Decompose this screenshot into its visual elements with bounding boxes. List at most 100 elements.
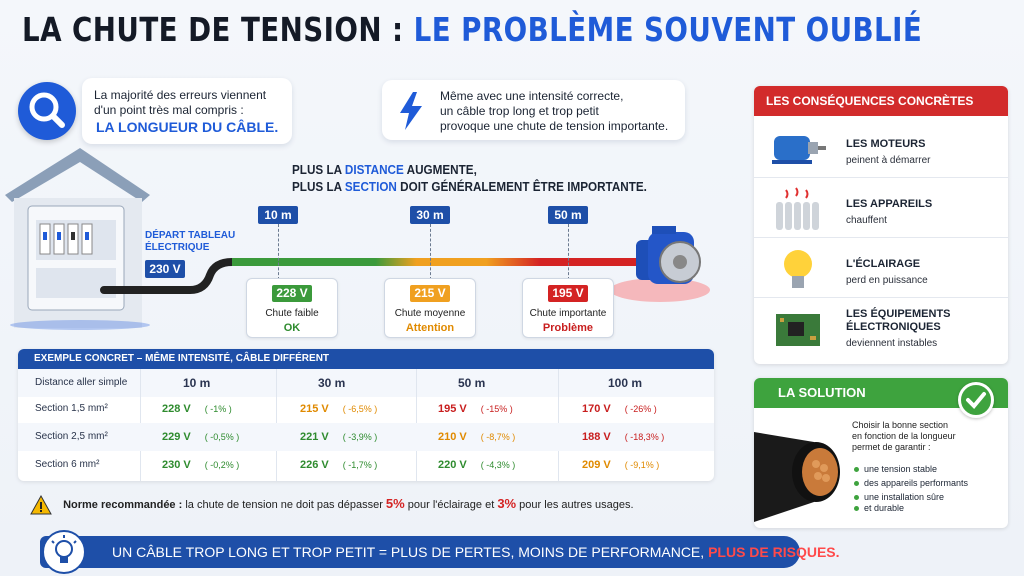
warning-line3: provoque une chute de tension importante… xyxy=(440,119,669,133)
measure-box-50m: 195 V Chute importante Problème xyxy=(522,278,614,338)
cell-pct: ( -26% ) xyxy=(624,404,657,414)
table-row: Section 6 mm² 230 V ( -0,2% ) 226 V ( -1,7… xyxy=(18,451,714,479)
source-voltage-tag: 230 V xyxy=(145,260,185,278)
cell-value: 209 V xyxy=(582,459,611,471)
consequence-title: LES APPAREILS xyxy=(846,198,933,210)
distance-statement: PLUS LA DISTANCE AUGMENTE, PLUS LA SECTI… xyxy=(292,161,647,195)
cell-value: 221 V xyxy=(300,431,329,443)
cell-pct: ( -15% ) xyxy=(480,404,513,414)
table-cell: 170 V ( -26% ) xyxy=(582,403,657,415)
col-header: 10 m xyxy=(183,376,211,390)
cell-pct: ( -4,3% ) xyxy=(480,460,516,470)
consequence-sub: deviennent instables xyxy=(846,338,938,349)
consequence-item: L'ÉCLAIRAGE perd en puissance xyxy=(754,240,1008,298)
measure-box-30m: 215 V Chute moyenne Attention xyxy=(384,278,476,338)
col-header: 100 m xyxy=(608,376,643,390)
warning-line1: Même avec une intensité correcte, xyxy=(440,89,624,103)
consequences-panel: LES CONSÉQUENCES CONCRÈTES LES MOTEURS pe… xyxy=(754,86,1008,364)
solution-bullet: une tension stable xyxy=(854,464,968,475)
table-header: EXEMPLE CONCRET – MÊME INTENSITÉ, CÂBLE … xyxy=(18,349,714,369)
cell-value: 188 V xyxy=(582,431,611,443)
distance-tag-30m: 30 m xyxy=(410,206,450,224)
table-cell: 195 V ( -15% ) xyxy=(438,403,513,415)
table-cell: 209 V ( -9,1% ) xyxy=(582,459,659,471)
cell-pct: ( -8,7% ) xyxy=(480,432,516,442)
cell-pct: ( -1% ) xyxy=(204,404,232,414)
cell-value: 228 V xyxy=(162,403,191,415)
distance-l2a: PLUS LA xyxy=(292,179,345,194)
title-part2: LE PROBLÈME SOUVENT OUBLIÉ xyxy=(413,10,923,49)
table-cell: 221 V ( -3,9% ) xyxy=(300,431,377,443)
norme-text3: pour les autres usages. xyxy=(516,498,634,511)
solution-line2: en fonction de la longueur xyxy=(852,431,956,441)
measure-voltage: 228 V xyxy=(272,285,312,302)
norme-val1: 5% xyxy=(385,495,405,511)
source-label-line2: ÉLECTRIQUE xyxy=(145,242,210,253)
source-label-line1: DÉPART TABLEAU xyxy=(145,230,236,241)
magnifier-icon xyxy=(18,82,76,140)
example-table: EXEMPLE CONCRET – MÊME INTENSITÉ, CÂBLE … xyxy=(18,349,714,481)
norme-text1: la chute de tension ne doit pas dépasser xyxy=(182,498,386,511)
table-row: Section 1,5 mm² 228 V ( -1% ) 215 V ( -6,5… xyxy=(18,395,714,423)
house-panel-illustration xyxy=(5,148,150,330)
intro-card: La majorité des erreurs viennent d'un po… xyxy=(82,78,292,144)
measure-status: Problème xyxy=(542,322,594,334)
row-label: Section 2,5 mm² xyxy=(35,431,108,442)
cable-illustration xyxy=(100,226,710,302)
lightbulb-icon xyxy=(42,530,86,574)
col-header: 50 m xyxy=(458,376,486,390)
consequence-title: L'ÉCLAIRAGE xyxy=(846,258,921,270)
cell-value: 170 V xyxy=(582,403,611,415)
marker-line xyxy=(278,224,279,280)
cell-value: 215 V xyxy=(300,403,329,415)
intro-line2: d'un point très mal compris : xyxy=(94,103,244,117)
row-label: Section 1,5 mm² xyxy=(35,403,108,414)
table-row: Section 2,5 mm² 229 V ( -0,5% ) 221 V ( -3… xyxy=(18,423,714,451)
measure-voltage: 195 V xyxy=(548,285,588,302)
consequence-item: LES APPAREILS chauffent xyxy=(754,180,1008,238)
lightning-icon xyxy=(398,92,424,134)
solution-bullet-continued: et durable xyxy=(854,503,968,514)
consequence-title: LES ÉQUIPEMENTS xyxy=(846,308,951,320)
table-cell: 226 V ( -1,7% ) xyxy=(300,459,377,471)
checkmark-icon xyxy=(958,382,994,418)
cell-pct: ( -0,2% ) xyxy=(204,460,240,470)
consequence-title2: ÉLECTRONIQUES xyxy=(846,321,941,333)
table-cell: 228 V ( -1% ) xyxy=(162,403,232,415)
table-cell: 230 V ( -0,2% ) xyxy=(162,459,239,471)
page-title: LA CHUTE DE TENSION : LE PROBLÈME SOUVEN… xyxy=(22,10,922,49)
cell-pct: ( -1,7% ) xyxy=(342,460,378,470)
title-part1: LA CHUTE DE TENSION : xyxy=(22,10,404,49)
measure-desc: Chute faible xyxy=(265,308,319,319)
distance-tag-10m: 10 m xyxy=(258,206,298,224)
cell-pct: ( -3,9% ) xyxy=(342,432,378,442)
solution-text: Choisir la bonne section en fonction de … xyxy=(852,420,956,453)
table-cell: 215 V ( -6,5% ) xyxy=(300,403,377,415)
measure-status: OK xyxy=(283,322,301,334)
conclusion-text: UN CÂBLE TROP LONG ET TROP PETIT = PLUS … xyxy=(112,544,709,560)
conclusion-red-text: PLUS DE RISQUES. xyxy=(708,544,840,560)
norme-val2: 3% xyxy=(497,495,517,511)
cell-value: 229 V xyxy=(162,431,191,443)
consequence-sub: perd en puissance xyxy=(846,275,928,286)
circuit-board-icon xyxy=(776,314,820,346)
warning-triangle-icon xyxy=(30,494,52,515)
distance-l1a: PLUS LA xyxy=(292,162,345,177)
cell-pct: ( -6,5% ) xyxy=(342,404,378,414)
cell-value: 210 V xyxy=(438,431,467,443)
cell-pct: ( -18,3% ) xyxy=(624,432,665,442)
distance-l1c: AUGMENTE, xyxy=(403,162,477,177)
cell-value: 195 V xyxy=(438,403,467,415)
table-cell: 229 V ( -0,5% ) xyxy=(162,431,239,443)
lightbulb-consequence-icon xyxy=(784,250,812,288)
distance-l2c: DOIT GÉNÉRALEMENT ÊTRE IMPORTANTE. xyxy=(396,179,647,194)
warning-card: Même avec une intensité correcte, un câb… xyxy=(382,80,685,140)
marker-line xyxy=(568,224,569,280)
col-header: 30 m xyxy=(318,376,346,390)
solution-bullet: des appareils performants xyxy=(854,478,968,489)
col-label: Distance aller simple xyxy=(35,377,128,388)
distance-tag-50m: 50 m xyxy=(548,206,588,224)
table-cell: 210 V ( -8,7% ) xyxy=(438,431,515,443)
warning-line2: un câble trop long et trop petit xyxy=(440,104,599,118)
consequence-sub: peinent à démarrer xyxy=(846,155,931,166)
